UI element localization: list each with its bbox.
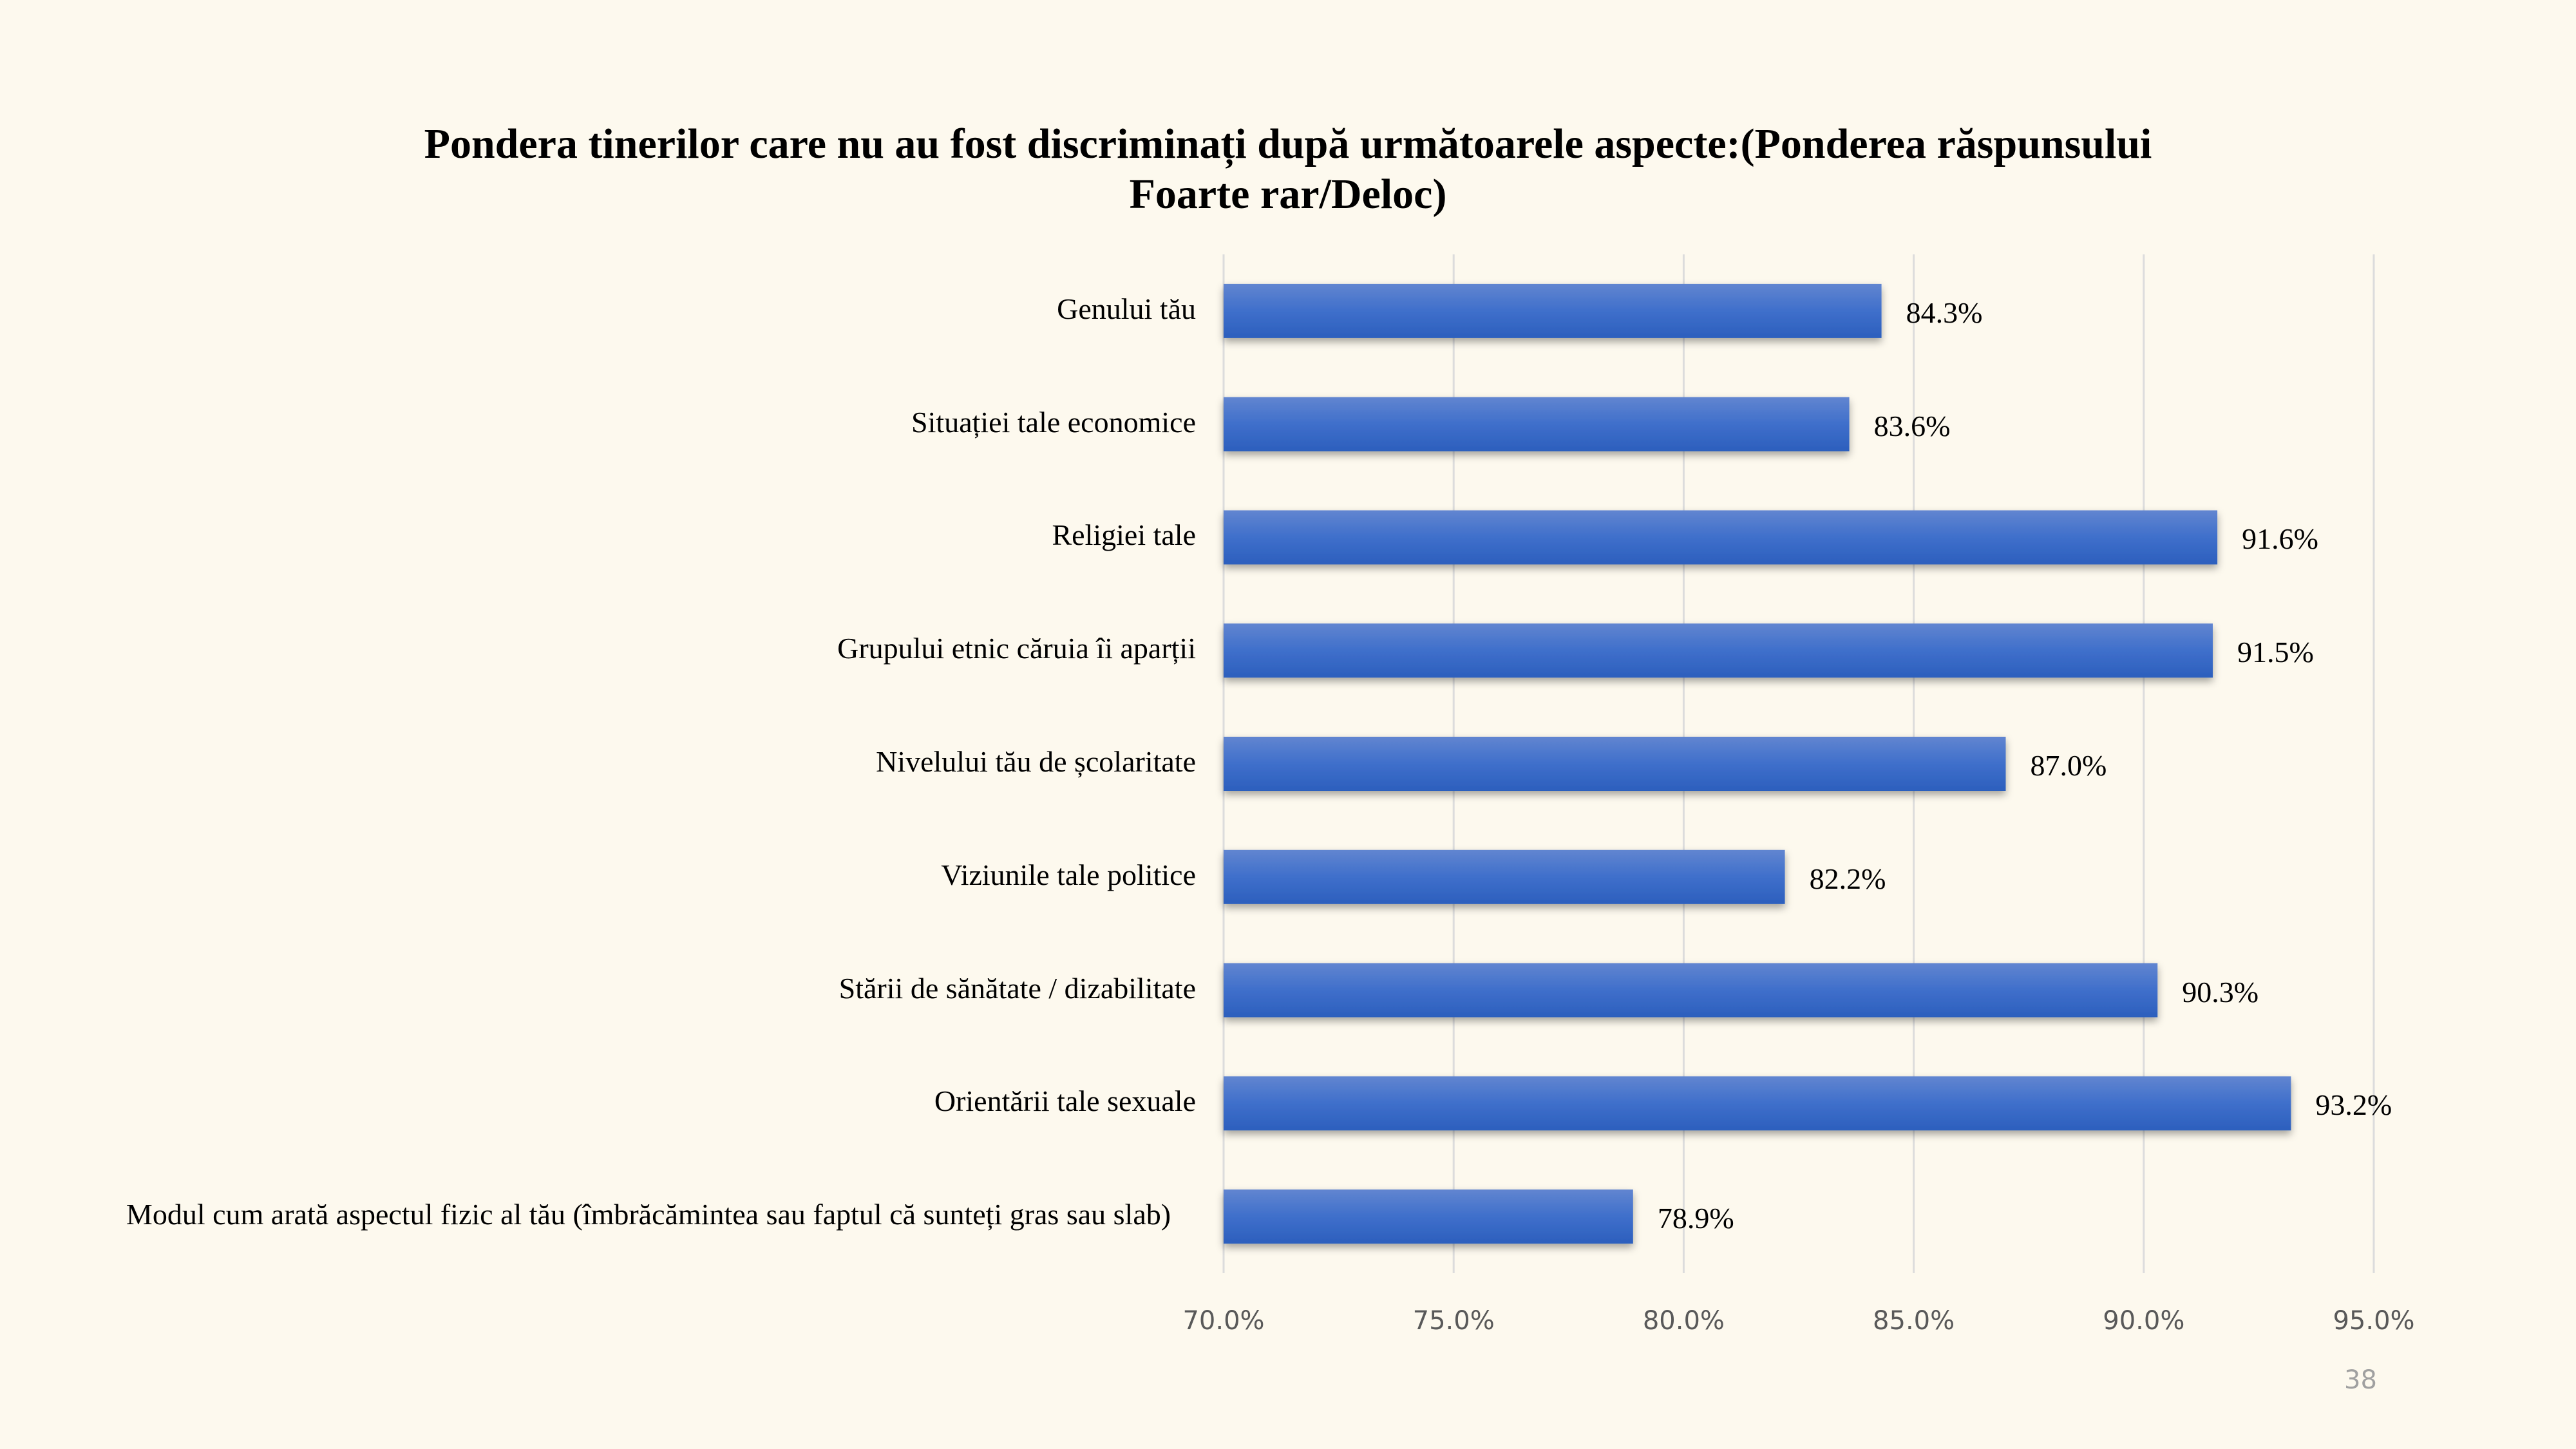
data-label: 78.9% [1657, 1202, 1734, 1235]
chart-title-line-2: Foarte rar/Deloc) [1129, 171, 1447, 218]
x-tick-label: 70.0% [1182, 1306, 1265, 1336]
bar [1224, 1189, 1633, 1244]
x-tick-label: 95.0% [2333, 1306, 2415, 1336]
x-tick-label: 75.0% [1412, 1306, 1495, 1336]
category-label: Genului tău [1057, 292, 1196, 325]
data-label: 90.3% [2182, 975, 2259, 1009]
bar [1224, 397, 1850, 451]
bar [1224, 283, 1882, 338]
category-label: Viziunile tale politice [941, 858, 1196, 891]
bar [1224, 849, 1785, 904]
bar [1224, 623, 2213, 678]
page-number: 38 [2344, 1365, 2377, 1395]
x-tick-label: 90.0% [2103, 1306, 2185, 1336]
data-label: 82.2% [1809, 862, 1886, 895]
category-label: Orientării tale sexuale [934, 1084, 1196, 1118]
chart-title: Pondera tinerilor care nu au fost discri… [0, 119, 2576, 220]
data-label: 84.3% [1906, 296, 1983, 329]
bar [1224, 1076, 2291, 1131]
data-label: 83.6% [1873, 409, 1951, 442]
category-label: Situației tale economice [911, 405, 1196, 439]
category-label: Modul cum arată aspectul fizic al tău (î… [126, 1198, 1171, 1231]
bar [1224, 963, 2158, 1018]
data-label: 93.2% [2315, 1088, 2392, 1122]
category-label: Grupului etnic căruia îi aparții [837, 632, 1196, 665]
category-label: Nivelului tău de școlaritate [876, 745, 1196, 778]
category-label: Stării de sănătate / dizabilitate [838, 971, 1196, 1005]
x-tick-label: 80.0% [1642, 1306, 1725, 1336]
data-label: 87.0% [2030, 749, 2107, 782]
chart-title-line-1: Pondera tinerilor care nu au fost discri… [424, 120, 2152, 167]
category-label: Religiei tale [1052, 518, 1196, 552]
data-label: 91.5% [2237, 636, 2314, 669]
data-label: 91.6% [2242, 522, 2318, 556]
x-tick-label: 85.0% [1873, 1306, 1955, 1336]
bar [1224, 510, 2218, 565]
bar [1224, 737, 2006, 791]
